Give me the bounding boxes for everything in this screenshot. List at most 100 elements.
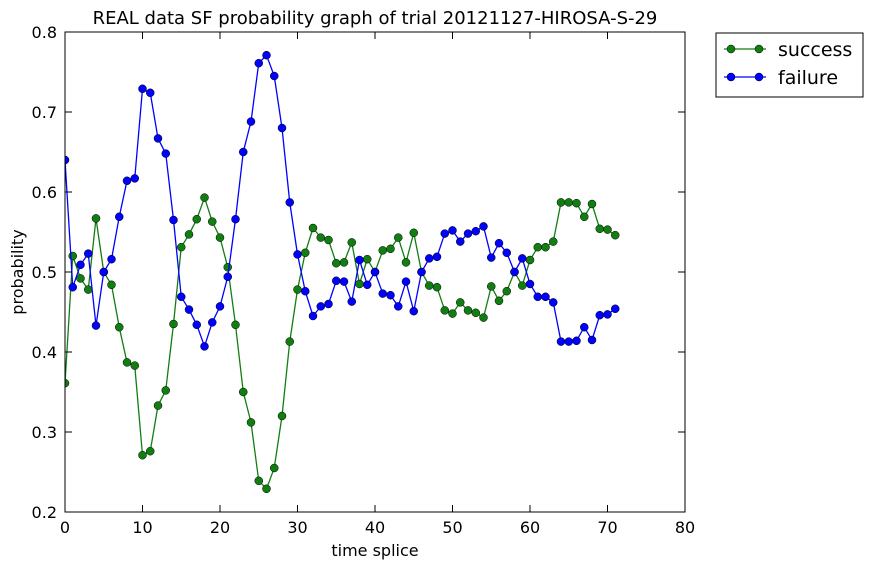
data-point-success	[208, 217, 217, 226]
data-point-success	[254, 476, 263, 486]
data-point-success	[518, 281, 527, 290]
axes: 0 10 20 30 40 50 60 70 80 0.2 0.3 0.4 0.5 0.6 0.7 0.8	[32, 23, 696, 537]
data-point-failure	[370, 267, 380, 277]
data-point-failure	[76, 260, 85, 270]
data-point-success	[479, 313, 488, 322]
x-tick-label: 80	[675, 518, 695, 537]
series-line-failure	[65, 54, 616, 349]
data-point-failure	[595, 310, 604, 320]
data-point-success	[541, 242, 550, 252]
data-point-failure	[425, 254, 434, 263]
data-point-failure	[401, 277, 411, 286]
plot-area	[65, 50, 620, 494]
x-tick-label: 10	[132, 518, 152, 537]
data-point-failure	[130, 174, 139, 183]
data-point-failure	[84, 249, 93, 258]
data-point-success	[409, 228, 418, 238]
data-point-failure	[200, 342, 209, 351]
legend-label: success	[778, 39, 852, 61]
data-point-success	[177, 242, 186, 252]
data-point-failure	[107, 254, 116, 264]
data-point-success	[386, 244, 395, 254]
data-point-failure	[541, 292, 550, 302]
data-point-success	[502, 286, 511, 296]
x-tick-label: 50	[442, 518, 462, 537]
x-tick-label: 0	[60, 518, 70, 537]
data-point-success	[401, 258, 411, 267]
data-point-success	[332, 258, 341, 268]
data-point-success	[277, 411, 287, 421]
data-point-failure	[122, 176, 132, 186]
data-point-failure	[285, 198, 294, 207]
data-point-failure	[518, 254, 527, 263]
data-point-success	[487, 282, 496, 291]
data-point-failure	[177, 292, 186, 302]
data-point-failure	[502, 248, 511, 258]
data-point-failure	[448, 226, 457, 235]
data-point-success	[595, 224, 604, 234]
data-point-success	[448, 309, 457, 318]
data-point-failure	[308, 311, 318, 321]
data-point-success	[215, 233, 225, 242]
data-point-success	[239, 387, 248, 397]
data-point-success	[301, 248, 310, 258]
data-point-success	[169, 319, 178, 329]
data-point-failure	[510, 267, 519, 277]
data-point-success	[130, 361, 139, 370]
y-tick-label: 0.6	[32, 183, 57, 202]
data-point-success	[471, 308, 480, 318]
data-point-success	[525, 255, 535, 265]
data-point-failure	[471, 226, 480, 236]
data-point-success	[76, 274, 85, 283]
data-point-failure	[270, 71, 279, 81]
legend-label: failure	[778, 67, 838, 89]
data-point-failure	[347, 297, 356, 306]
data-point-failure	[564, 337, 573, 346]
legend-marker	[754, 72, 764, 82]
data-point-failure	[378, 289, 387, 298]
data-point-success	[432, 282, 442, 292]
data-point-failure	[339, 277, 349, 286]
data-point-failure	[409, 306, 418, 316]
data-point-failure	[386, 290, 395, 300]
data-point-success	[394, 233, 403, 242]
data-point-success	[533, 242, 542, 252]
data-point-failure	[246, 117, 256, 126]
y-axis-label: probability	[8, 229, 27, 314]
data-point-success	[68, 251, 77, 261]
series-failure	[65, 50, 620, 351]
data-point-failure	[254, 58, 263, 68]
data-point-failure	[332, 276, 341, 286]
y-tick-label: 0.5	[32, 263, 57, 282]
data-point-success	[192, 214, 201, 224]
data-point-success	[246, 418, 256, 427]
data-point-success	[223, 262, 232, 272]
data-point-success	[153, 401, 163, 410]
data-point-success	[425, 281, 434, 290]
data-point-success	[587, 199, 597, 209]
data-point-failure	[456, 237, 465, 246]
data-point-failure	[301, 286, 310, 296]
data-point-success	[122, 358, 132, 367]
data-point-failure	[417, 267, 426, 277]
data-point-failure	[169, 215, 178, 225]
y-tick-label: 0.7	[32, 103, 57, 122]
x-tick-label: 40	[365, 518, 385, 537]
data-point-failure	[293, 250, 302, 259]
data-point-failure	[161, 149, 170, 158]
legend-entry-success: success	[724, 39, 852, 61]
data-point-failure	[192, 320, 201, 330]
data-point-success	[285, 337, 294, 346]
chart-title: REAL data SF probability graph of trial …	[93, 8, 658, 29]
data-point-failure	[533, 292, 542, 302]
x-tick-label: 30	[287, 518, 307, 537]
data-point-failure	[432, 252, 442, 262]
legend: success failure	[715, 32, 864, 98]
data-point-failure	[215, 302, 225, 311]
data-point-failure	[231, 214, 240, 224]
data-point-failure	[115, 212, 124, 222]
data-point-success	[84, 285, 93, 294]
data-point-success	[184, 230, 194, 239]
data-point-success	[347, 238, 356, 247]
data-point-success	[355, 279, 364, 289]
